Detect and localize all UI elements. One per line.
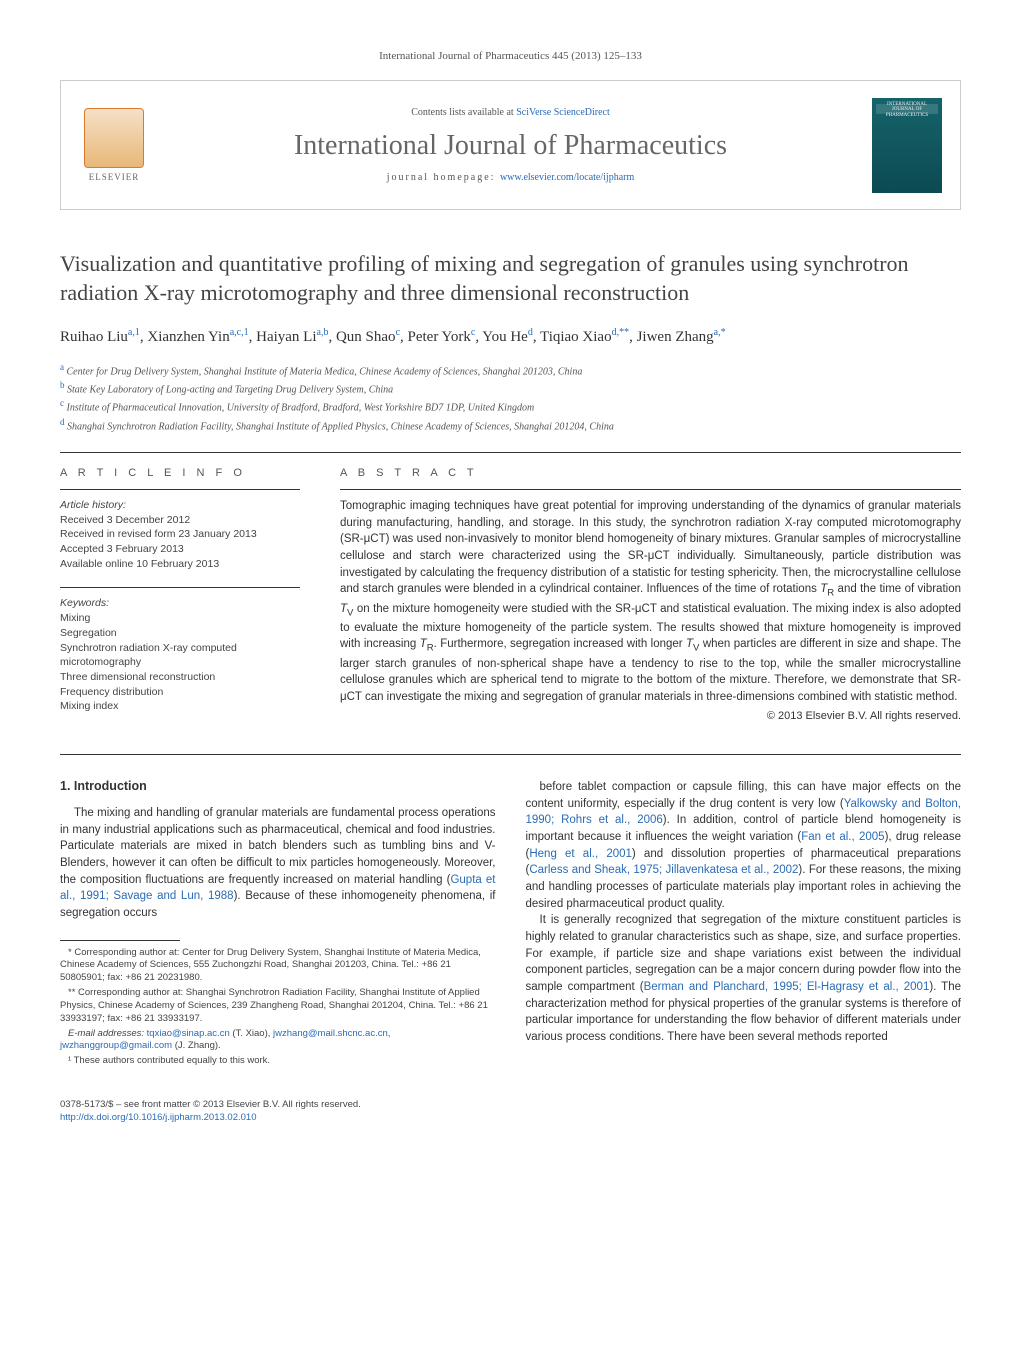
- abstract-heading: a b s t r a c t: [340, 467, 961, 479]
- citation-link[interactable]: Gupta et al., 1991; Savage and Lun, 1988: [60, 874, 496, 903]
- journal-header-box: ELSEVIER Contents lists available at Sci…: [60, 80, 961, 210]
- header-center: Contents lists available at SciVerse Sci…: [167, 107, 854, 183]
- footer-bar: 0378-5173/$ – see front matter © 2013 El…: [60, 1098, 961, 1125]
- elsevier-logo: ELSEVIER: [79, 100, 149, 190]
- affiliation-line: b State Key Laboratory of Long-acting an…: [60, 379, 961, 397]
- email-link-2[interactable]: jwzhang@mail.shcnc.ac.cn: [273, 1028, 388, 1039]
- email-who-1: (T. Xiao),: [230, 1028, 273, 1039]
- email-link-3[interactable]: jwzhanggroup@gmail.com: [60, 1040, 172, 1051]
- intro-right-text: before tablet compaction or capsule fill…: [526, 779, 962, 1046]
- keywords-label: Keywords:: [60, 596, 300, 611]
- keyword-line: Mixing: [60, 611, 300, 626]
- journal-cover-text: INTERNATIONAL JOURNAL OF PHARMACEUTICS: [876, 102, 938, 119]
- journal-reference: International Journal of Pharmaceutics 4…: [60, 50, 961, 62]
- introduction-heading: 1. Introduction: [60, 779, 496, 793]
- article-history-label: Article history:: [60, 498, 300, 513]
- info-abstract-row: a r t i c l e i n f o Article history: R…: [60, 467, 961, 730]
- footnote-equal-contrib: ¹ These authors contributed equally to t…: [60, 1055, 496, 1068]
- section-rule-bottom: [60, 754, 961, 755]
- corresponding-author-1: * Corresponding author at: Center for Dr…: [60, 947, 496, 985]
- abstract-column: a b s t r a c t Tomographic imaging tech…: [340, 467, 961, 730]
- affiliation-line: a Center for Drug Delivery System, Shang…: [60, 361, 961, 379]
- citation-link[interactable]: Berman and Planchard, 1995; El-Hagrasy e…: [644, 981, 930, 993]
- email-addresses-line: E-mail addresses: tqxiao@sinap.ac.cn (T.…: [60, 1028, 496, 1054]
- citation-link[interactable]: Yalkowsky and Bolton, 1990; Rohrs et al.…: [526, 798, 962, 827]
- sciencedirect-link[interactable]: SciVerse ScienceDirect: [516, 107, 610, 118]
- abstract-rule: [340, 489, 961, 490]
- article-info-heading: a r t i c l e i n f o: [60, 467, 300, 479]
- info-rule-2: [60, 587, 300, 588]
- article-history-block: Article history: Received 3 December 201…: [60, 498, 300, 571]
- affiliation-line: c Institute of Pharmaceutical Innovation…: [60, 397, 961, 415]
- contents-lists-line: Contents lists available at SciVerse Sci…: [167, 107, 854, 118]
- article-info-column: a r t i c l e i n f o Article history: R…: [60, 467, 300, 730]
- homepage-prefix: journal homepage:: [387, 172, 500, 183]
- corresponding-author-2: ** Corresponding author at: Shanghai Syn…: [60, 987, 496, 1025]
- abstract-text: Tomographic imaging techniques have grea…: [340, 498, 961, 706]
- keywords-block: Keywords: MixingSegregationSynchrotron r…: [60, 596, 300, 714]
- history-line: Accepted 3 February 2013: [60, 542, 300, 557]
- page: International Journal of Pharmaceutics 4…: [0, 0, 1021, 1175]
- info-rule: [60, 489, 300, 490]
- email-who-2: (J. Zhang).: [172, 1040, 221, 1051]
- keyword-line: Synchrotron radiation X-ray computed mic…: [60, 641, 300, 670]
- body-column-right: before tablet compaction or capsule fill…: [526, 779, 962, 1070]
- history-line: Available online 10 February 2013: [60, 557, 300, 572]
- affiliations-list: a Center for Drug Delivery System, Shang…: [60, 361, 961, 434]
- section-rule-top: [60, 452, 961, 453]
- email-link-1[interactable]: tqxiao@sinap.ac.cn: [147, 1028, 230, 1039]
- journal-title: International Journal of Pharmaceutics: [167, 130, 854, 162]
- footnote-separator: [60, 940, 180, 941]
- body-two-columns: 1. Introduction The mixing and handling …: [60, 779, 961, 1070]
- email-label: E-mail addresses:: [68, 1028, 147, 1039]
- elsevier-wordmark: ELSEVIER: [89, 172, 140, 182]
- keyword-line: Three dimensional reconstruction: [60, 670, 300, 685]
- footnotes-block: * Corresponding author at: Center for Dr…: [60, 947, 496, 1068]
- citation-link[interactable]: Carless and Sheak, 1975; Jillavenkatesa …: [529, 864, 798, 876]
- keyword-line: Segregation: [60, 626, 300, 641]
- journal-homepage-line: journal homepage: www.elsevier.com/locat…: [167, 172, 854, 183]
- intro-left-text: The mixing and handling of granular mate…: [60, 805, 496, 922]
- keyword-line: Mixing index: [60, 699, 300, 714]
- affiliation-line: d Shanghai Synchrotron Radiation Facilit…: [60, 416, 961, 434]
- history-line: Received in revised form 23 January 2013: [60, 527, 300, 542]
- history-line: Received 3 December 2012: [60, 513, 300, 528]
- contents-prefix: Contents lists available at: [411, 107, 516, 118]
- doi-link[interactable]: http://dx.doi.org/10.1016/j.ijpharm.2013…: [60, 1112, 256, 1123]
- journal-cover-thumbnail: INTERNATIONAL JOURNAL OF PHARMACEUTICS: [872, 98, 942, 193]
- citation-link[interactable]: Heng et al., 2001: [529, 848, 632, 860]
- journal-homepage-link[interactable]: www.elsevier.com/locate/ijpharm: [500, 172, 634, 183]
- abstract-copyright: © 2013 Elsevier B.V. All rights reserved…: [340, 710, 961, 722]
- article-title: Visualization and quantitative profiling…: [60, 250, 961, 307]
- email-sep: ,: [388, 1028, 391, 1039]
- elsevier-tree-icon: [84, 108, 144, 168]
- citation-link[interactable]: Fan et al., 2005: [801, 831, 884, 843]
- body-column-left: 1. Introduction The mixing and handling …: [60, 779, 496, 1070]
- keyword-line: Frequency distribution: [60, 685, 300, 700]
- footer-front-matter: 0378-5173/$ – see front matter © 2013 El…: [60, 1098, 961, 1111]
- author-list: Ruihao Liua,1, Xianzhen Yina,c,1, Haiyan…: [60, 325, 961, 349]
